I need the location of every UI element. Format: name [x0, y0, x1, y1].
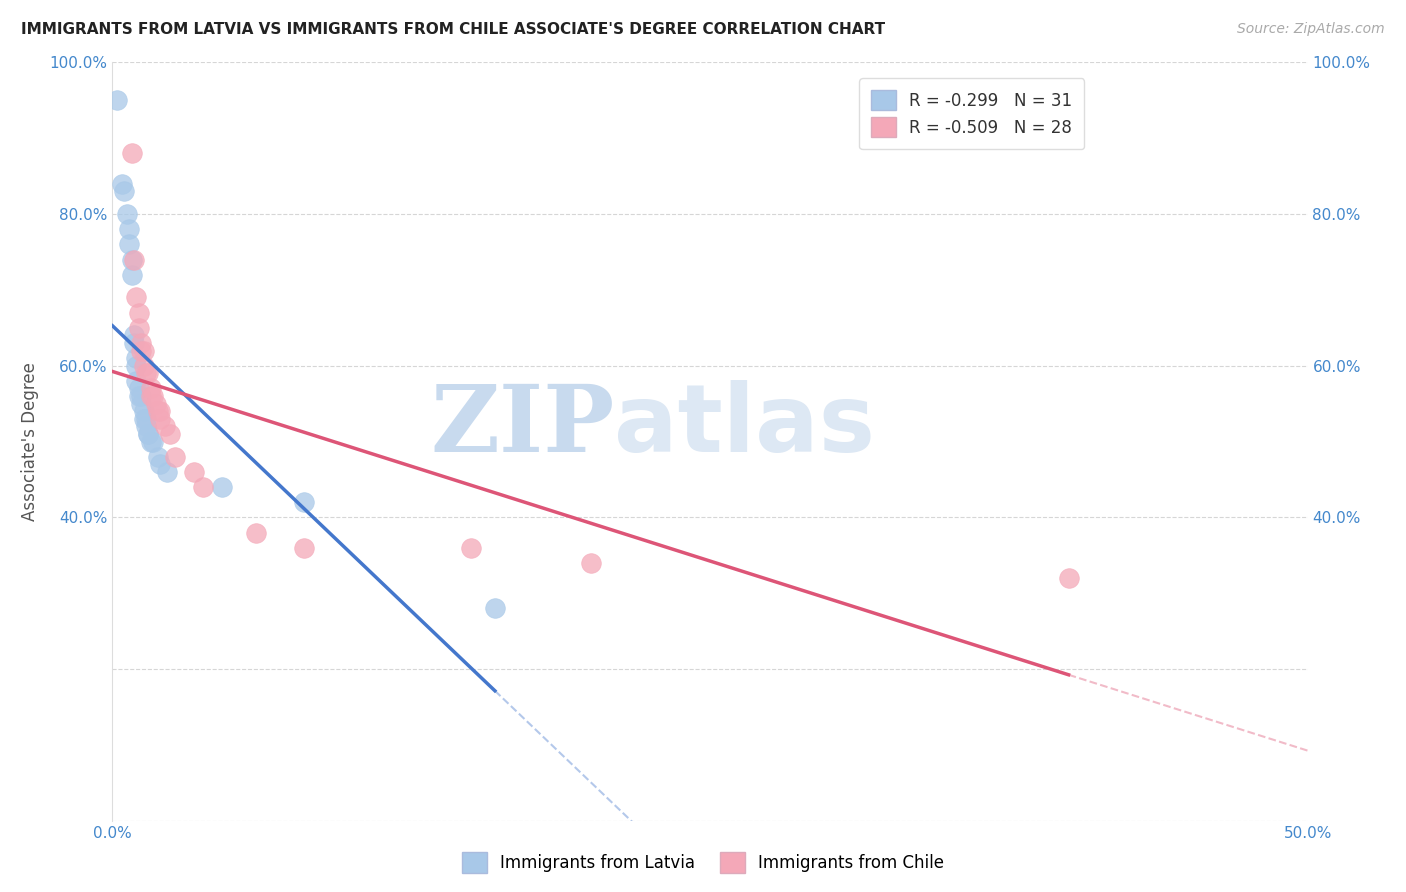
Point — [138, 427, 160, 442]
Point — [153, 419, 176, 434]
Point — [122, 328, 145, 343]
Point — [156, 465, 179, 479]
Text: atlas: atlas — [614, 380, 876, 473]
Point — [115, 207, 138, 221]
Point — [111, 177, 134, 191]
Point — [142, 389, 165, 403]
Point — [118, 222, 141, 236]
Point — [135, 366, 157, 380]
Point — [129, 396, 152, 410]
Text: ZIP: ZIP — [430, 382, 614, 471]
Point — [139, 382, 162, 396]
Point — [135, 419, 157, 434]
Y-axis label: Associate's Degree: Associate's Degree — [21, 362, 38, 521]
Point — [135, 412, 157, 426]
Point — [121, 252, 143, 267]
Point — [211, 480, 233, 494]
Point — [132, 343, 155, 358]
Point — [121, 268, 143, 282]
Legend: R = -0.299   N = 31, R = -0.509   N = 28: R = -0.299 N = 31, R = -0.509 N = 28 — [859, 78, 1084, 149]
Point — [484, 601, 506, 615]
Point — [129, 389, 152, 403]
Point — [114, 184, 135, 198]
Point — [193, 480, 215, 494]
Point — [118, 237, 141, 252]
Point — [149, 404, 172, 418]
Point — [1057, 571, 1080, 585]
Point — [163, 450, 186, 464]
Point — [145, 396, 167, 410]
Text: IMMIGRANTS FROM LATVIA VS IMMIGRANTS FROM CHILE ASSOCIATE'S DEGREE CORRELATION C: IMMIGRANTS FROM LATVIA VS IMMIGRANTS FRO… — [21, 22, 886, 37]
Point — [142, 434, 165, 449]
Legend: Immigrants from Latvia, Immigrants from Chile: Immigrants from Latvia, Immigrants from … — [456, 846, 950, 880]
Point — [139, 434, 162, 449]
Point — [128, 389, 150, 403]
Point — [183, 465, 205, 479]
Point — [132, 412, 155, 426]
Point — [132, 359, 155, 373]
Point — [125, 359, 148, 373]
Point — [129, 343, 152, 358]
Point — [122, 335, 145, 350]
Point — [245, 525, 267, 540]
Point — [159, 427, 181, 442]
Point — [122, 252, 145, 267]
Text: Source: ZipAtlas.com: Source: ZipAtlas.com — [1237, 22, 1385, 37]
Point — [139, 389, 162, 403]
Point — [132, 404, 155, 418]
Point — [146, 450, 169, 464]
Point — [138, 366, 160, 380]
Point — [105, 94, 128, 108]
Point — [128, 320, 150, 334]
Point — [125, 351, 148, 366]
Point — [125, 291, 148, 305]
Point — [128, 305, 150, 319]
Point — [149, 458, 172, 472]
Point — [125, 374, 148, 388]
Point — [121, 146, 143, 161]
Point — [138, 427, 160, 442]
Point — [292, 541, 315, 555]
Point — [292, 495, 315, 509]
Point — [579, 556, 602, 570]
Point — [460, 541, 482, 555]
Point — [149, 412, 172, 426]
Point — [129, 335, 152, 350]
Point — [128, 382, 150, 396]
Point — [146, 404, 169, 418]
